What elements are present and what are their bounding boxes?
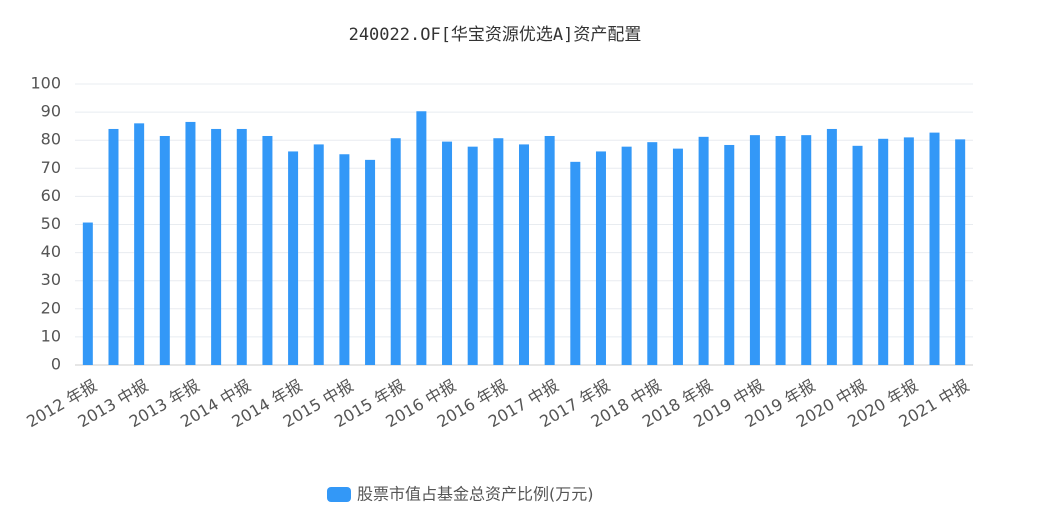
bar (339, 154, 350, 365)
bar (801, 135, 812, 365)
y-tick-label: 90 (41, 102, 61, 121)
y-tick-label: 100 (30, 74, 61, 93)
bar (467, 146, 478, 365)
bar (955, 139, 966, 365)
y-tick-label: 70 (41, 158, 61, 177)
chart-title: 240022.OF[华宝资源优选A]资产配置 (349, 25, 642, 45)
bar (621, 146, 632, 365)
bar (416, 111, 427, 365)
bar (570, 161, 581, 365)
bar (852, 145, 863, 365)
y-tick-label: 20 (41, 298, 61, 317)
bar (236, 128, 247, 365)
y-tick-label: 60 (41, 186, 61, 205)
y-tick-label: 80 (41, 130, 61, 149)
y-tick-label: 30 (41, 270, 61, 289)
bar (82, 222, 93, 365)
y-tick-label: 40 (41, 242, 61, 261)
bar (698, 136, 709, 365)
bar (903, 137, 914, 365)
bar (390, 138, 401, 365)
bar (826, 128, 837, 365)
y-tick-label: 10 (41, 326, 61, 345)
legend-swatch (327, 487, 351, 502)
bar (442, 141, 453, 365)
bar (749, 135, 760, 365)
bar (672, 148, 683, 365)
bar (878, 138, 889, 365)
legend-label: 股票市值占基金总资产比例(万元) (357, 485, 594, 504)
bar (929, 132, 940, 365)
bar (159, 135, 170, 365)
bar (647, 142, 658, 365)
bar (595, 151, 606, 365)
bar (108, 128, 119, 365)
bar (775, 135, 786, 365)
bar (288, 151, 299, 365)
y-tick-label: 50 (41, 214, 61, 233)
bar (544, 135, 555, 365)
bar (365, 159, 376, 365)
bar (724, 144, 735, 365)
bar (313, 144, 324, 365)
bar (185, 121, 196, 365)
bar (262, 135, 273, 365)
bar (211, 128, 222, 365)
bar (493, 138, 504, 365)
bar (134, 123, 145, 365)
bar (519, 144, 529, 365)
y-tick-label: 0 (51, 355, 61, 374)
